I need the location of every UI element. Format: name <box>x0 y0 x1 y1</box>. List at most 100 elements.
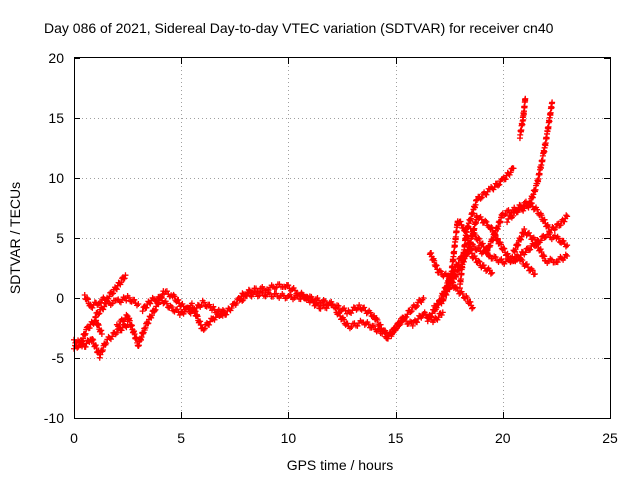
data-point <box>89 336 96 343</box>
data-point <box>206 321 213 328</box>
data-point <box>464 251 471 258</box>
data-point <box>477 195 484 202</box>
data-point <box>474 196 481 203</box>
series-track-6 <box>139 293 228 333</box>
data-point <box>534 240 541 247</box>
data-point <box>482 217 489 224</box>
data-point <box>468 305 475 312</box>
data-point <box>564 253 571 259</box>
data-point <box>400 316 407 323</box>
data-point <box>212 314 219 321</box>
data-point <box>564 213 571 220</box>
data-point <box>480 262 487 269</box>
data-point <box>511 257 518 264</box>
y-tick-label: -10 <box>44 410 64 426</box>
data-point <box>534 206 541 213</box>
data-point <box>497 241 504 248</box>
data-point <box>472 232 479 239</box>
data-point <box>96 310 103 317</box>
data-point <box>308 293 315 300</box>
data-point <box>477 213 484 220</box>
data-point <box>464 294 471 301</box>
data-point <box>152 306 159 313</box>
data-point <box>153 297 160 304</box>
data-point <box>409 322 416 329</box>
data-marks <box>71 95 571 361</box>
data-point <box>317 305 324 312</box>
data-point <box>118 279 125 286</box>
data-point <box>489 269 496 276</box>
data-point <box>201 325 208 332</box>
data-point <box>84 295 91 302</box>
y-tick-label: 15 <box>48 110 64 126</box>
data-point <box>479 240 486 247</box>
data-point <box>148 312 155 319</box>
data-point <box>557 222 564 229</box>
data-point <box>517 236 524 243</box>
data-point <box>135 301 142 307</box>
data-point <box>541 253 548 260</box>
data-point <box>336 309 343 316</box>
data-point <box>240 297 247 304</box>
data-point <box>389 330 396 337</box>
data-point <box>471 243 478 250</box>
data-point <box>486 252 493 259</box>
data-point <box>123 297 130 304</box>
data-point <box>483 218 490 225</box>
data-point <box>109 300 116 307</box>
data-point <box>81 292 88 299</box>
data-point <box>531 236 538 243</box>
data-point <box>374 316 381 323</box>
data-point <box>239 297 246 304</box>
data-point <box>541 234 548 241</box>
data-point <box>391 327 398 334</box>
data-point <box>376 325 383 332</box>
data-point <box>142 324 149 331</box>
data-point <box>89 304 96 311</box>
data-point <box>439 309 446 316</box>
y-tick-label: 5 <box>56 230 64 246</box>
data-point <box>168 304 175 311</box>
data-point <box>487 270 494 277</box>
data-point <box>491 184 498 191</box>
data-point <box>475 257 482 264</box>
data-point <box>143 304 150 311</box>
data-point <box>116 321 123 328</box>
data-point <box>151 307 158 314</box>
data-point <box>171 293 178 300</box>
data-point <box>322 297 329 304</box>
data-point <box>555 235 562 242</box>
data-point <box>210 303 217 310</box>
data-point <box>510 212 517 219</box>
data-point <box>98 331 105 337</box>
data-point <box>216 313 223 320</box>
data-point <box>467 298 474 305</box>
data-point <box>285 282 292 289</box>
x-tick-label: 25 <box>602 430 618 446</box>
x-tick-label: 0 <box>70 430 78 446</box>
data-point <box>93 345 100 352</box>
data-point <box>412 304 419 311</box>
data-point <box>181 308 188 315</box>
data-point <box>564 242 571 249</box>
axis-ticks: 0 5 10 15 20 25 -10 -5 0 5 10 15 20 <box>44 50 618 446</box>
data-point <box>522 95 529 102</box>
data-point <box>428 313 435 320</box>
data-point <box>75 343 82 350</box>
data-point <box>125 294 132 301</box>
data-point <box>217 312 224 319</box>
data-point <box>344 320 351 327</box>
data-point <box>335 302 342 309</box>
x-tick-label: 10 <box>281 430 297 446</box>
data-point <box>163 288 170 295</box>
series-track-5 <box>113 288 247 350</box>
data-point <box>145 320 152 327</box>
data-point <box>424 318 431 325</box>
data-point <box>123 311 130 318</box>
data-point <box>529 267 536 274</box>
data-point <box>206 301 213 308</box>
data-point <box>121 275 128 282</box>
data-point <box>82 343 89 350</box>
data-point <box>475 235 482 242</box>
